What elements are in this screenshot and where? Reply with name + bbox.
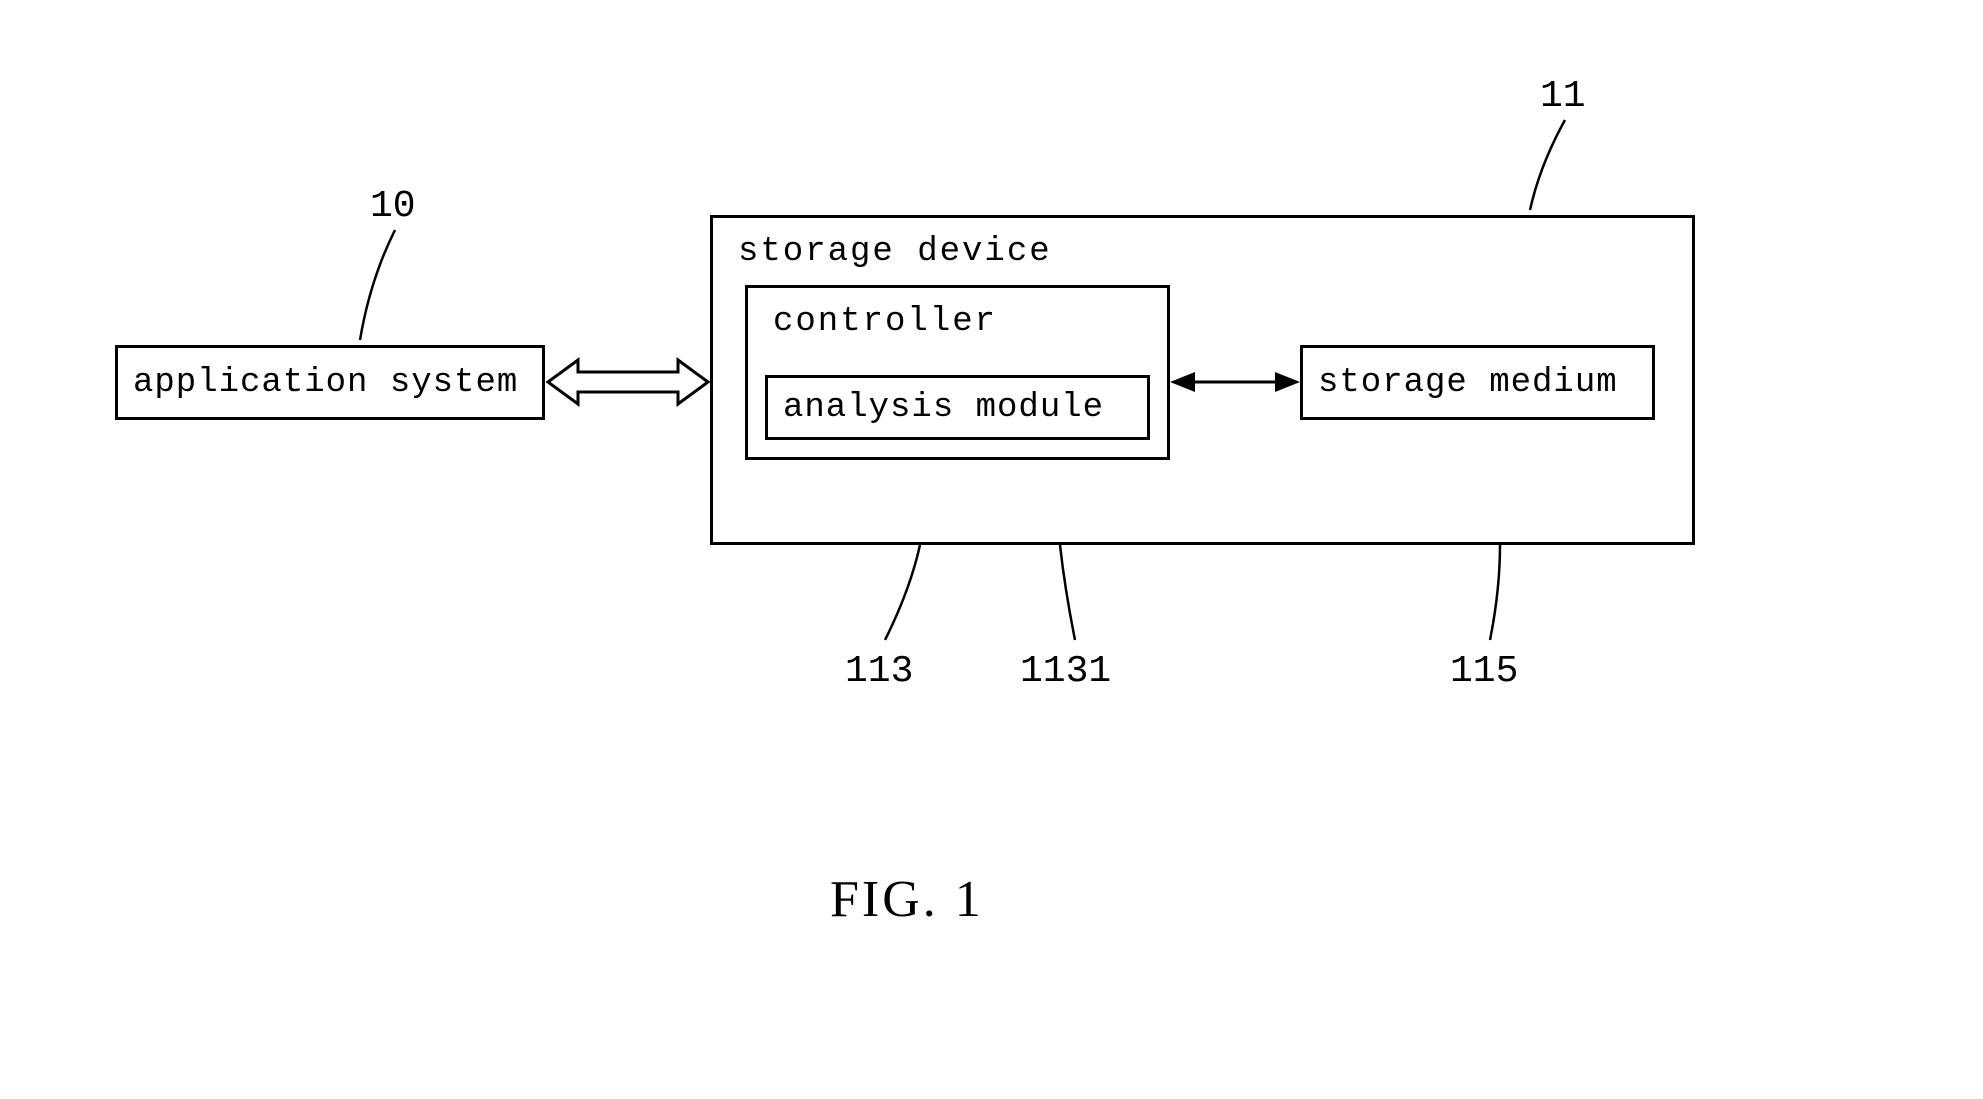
diagram-container: application system storage device contro… <box>0 0 1983 1099</box>
ref-num-113: 113 <box>845 650 913 693</box>
ref-num-10: 10 <box>370 185 416 228</box>
leader-115 <box>1490 545 1500 640</box>
hollow-double-arrow <box>548 360 708 404</box>
ref-num-11-text: 11 <box>1540 75 1586 118</box>
svg-overlay <box>0 0 1983 1099</box>
figure-label-text: FIG. 1 <box>830 871 984 928</box>
figure-label: FIG. 1 <box>830 870 984 929</box>
application-system-label: application system <box>133 364 518 402</box>
leader-10 <box>360 230 395 340</box>
application-system-box: application system <box>115 345 545 420</box>
ref-num-113-text: 113 <box>845 650 913 693</box>
ref-num-1131-text: 1131 <box>1020 650 1111 693</box>
storage-medium-box: storage medium <box>1300 345 1655 420</box>
analysis-module-label: analysis module <box>783 389 1104 427</box>
leader-113 <box>885 545 920 640</box>
analysis-module-box: analysis module <box>765 375 1150 440</box>
ref-num-1131: 1131 <box>1020 650 1111 693</box>
ref-num-115-text: 115 <box>1450 650 1518 693</box>
storage-medium-label: storage medium <box>1318 364 1618 402</box>
controller-label: controller <box>773 303 997 341</box>
storage-device-label: storage device <box>738 233 1052 271</box>
leader-1131 <box>1060 545 1075 640</box>
ref-num-11: 11 <box>1540 75 1586 118</box>
leader-11 <box>1530 120 1565 210</box>
ref-num-115: 115 <box>1450 650 1518 693</box>
ref-num-10-text: 10 <box>370 185 416 228</box>
